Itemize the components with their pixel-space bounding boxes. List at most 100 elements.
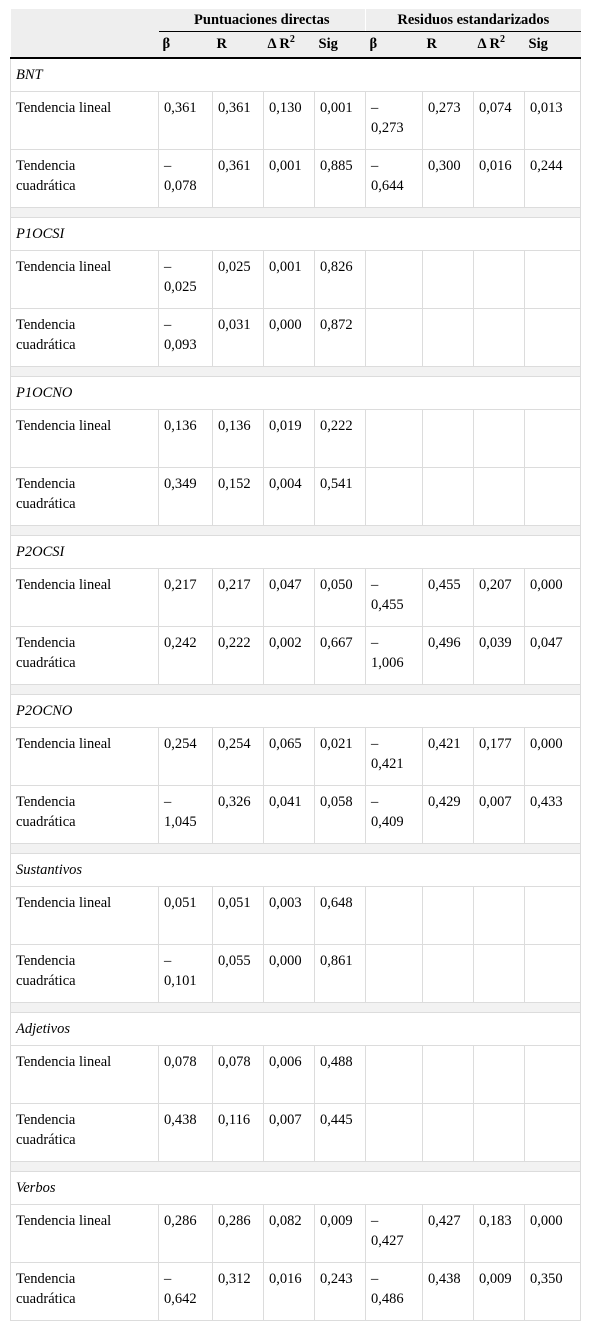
cell-residuos: 0,496 xyxy=(422,626,475,685)
cell-residuos: –0,427 xyxy=(365,1204,424,1263)
cell-residuos xyxy=(524,1045,582,1104)
cell-residuos: 0,013 xyxy=(524,91,582,150)
cell-residuos xyxy=(524,944,582,1003)
row-label: Tendencia lineal xyxy=(10,727,159,786)
cell-puntuaciones: 0,021 xyxy=(313,727,367,786)
row-label: Tendencia cuadrática xyxy=(10,149,159,208)
cell-puntuaciones: 0,041 xyxy=(263,785,315,844)
cell-puntuaciones: 0,152 xyxy=(212,467,264,526)
cell-puntuaciones: 0,254 xyxy=(212,727,264,786)
cell-puntuaciones: 0,885 xyxy=(313,149,367,208)
cell-puntuaciones: 0,217 xyxy=(158,568,213,627)
section-spacer xyxy=(9,207,582,218)
cell-puntuaciones: 0,222 xyxy=(212,626,264,685)
cell-residuos xyxy=(365,250,424,309)
cell-puntuaciones: 0,136 xyxy=(212,409,264,468)
cell-residuos xyxy=(473,1045,526,1104)
cell-puntuaciones: 0,031 xyxy=(212,308,264,367)
section-title: Sustantivos xyxy=(9,853,582,887)
row-label: Tendencia cuadrática xyxy=(10,944,159,1003)
cell-residuos xyxy=(422,308,475,367)
cell-puntuaciones: 0,116 xyxy=(212,1103,264,1162)
col-header-r-res: R xyxy=(422,31,474,59)
cell-puntuaciones: 0,000 xyxy=(263,944,315,1003)
row-label: Tendencia cuadrática xyxy=(10,785,159,844)
table-row: Tendencia lineal 0,078 0,078 0,006 0,488 xyxy=(10,1045,582,1104)
cell-residuos xyxy=(473,1103,526,1162)
cell-puntuaciones: 0,051 xyxy=(158,886,213,945)
cell-residuos xyxy=(473,409,526,468)
cell-puntuaciones: 0,001 xyxy=(263,250,315,309)
cell-puntuaciones: 0,007 xyxy=(263,1103,315,1162)
col-header-delta-r2-res: Δ R2 xyxy=(473,31,525,59)
cell-puntuaciones: 0,242 xyxy=(158,626,213,685)
cell-puntuaciones: 0,003 xyxy=(263,886,315,945)
row-label: Tendencia lineal xyxy=(10,250,159,309)
cell-residuos: 0,273 xyxy=(422,91,475,150)
cell-puntuaciones: –0,093 xyxy=(158,308,213,367)
section-spacer xyxy=(9,1161,582,1172)
cell-puntuaciones: 0,286 xyxy=(212,1204,264,1263)
cell-puntuaciones: 0,361 xyxy=(158,91,213,150)
cell-residuos: –0,421 xyxy=(365,727,424,786)
row-label: Tendencia lineal xyxy=(10,91,159,150)
section-header-row: P1OCSI xyxy=(9,217,582,251)
cell-residuos: –1,006 xyxy=(365,626,424,685)
cell-puntuaciones: 0,445 xyxy=(313,1103,367,1162)
section-title: P2OCSI xyxy=(9,535,582,569)
row-label: Tendencia lineal xyxy=(10,409,159,468)
cell-residuos: 0,177 xyxy=(473,727,526,786)
cell-residuos xyxy=(422,1045,475,1104)
cell-puntuaciones: 0,243 xyxy=(313,1262,367,1321)
cell-puntuaciones: 0,541 xyxy=(313,467,367,526)
row-label: Tendencia lineal xyxy=(10,886,159,945)
cell-puntuaciones: 0,078 xyxy=(212,1045,264,1104)
table-row: Tendencia lineal –0,025 0,025 0,001 0,826 xyxy=(10,250,582,309)
cell-residuos: 0,455 xyxy=(422,568,475,627)
cell-residuos xyxy=(473,886,526,945)
cell-residuos: 0,009 xyxy=(473,1262,526,1321)
cell-residuos: –0,455 xyxy=(365,568,424,627)
cell-puntuaciones: 0,361 xyxy=(212,149,264,208)
cell-residuos xyxy=(524,886,582,945)
section-header-row: P2OCNO xyxy=(9,694,582,728)
cell-residuos: 0,433 xyxy=(524,785,582,844)
col-header-sig: Sig xyxy=(314,31,366,59)
cell-residuos: 0,000 xyxy=(524,568,582,627)
cell-residuos: –0,644 xyxy=(365,149,424,208)
cell-residuos xyxy=(422,409,475,468)
table-row: Tendencia cuadrática –0,093 0,031 0,000 0,872 xyxy=(10,308,582,367)
cell-residuos: 0,183 xyxy=(473,1204,526,1263)
cell-puntuaciones: –0,078 xyxy=(158,149,213,208)
table-row: Tendencia lineal 0,361 0,361 0,130 0,001–0,2… xyxy=(10,91,582,150)
col-header-beta-res: β xyxy=(365,31,423,59)
cell-residuos xyxy=(422,250,475,309)
cell-residuos: 0,244 xyxy=(524,149,582,208)
cell-puntuaciones: 0,488 xyxy=(313,1045,367,1104)
cell-puntuaciones: 0,326 xyxy=(212,785,264,844)
cell-puntuaciones: 0,001 xyxy=(263,149,315,208)
row-label: Tendencia cuadrática xyxy=(10,308,159,367)
row-label: Tendencia cuadrática xyxy=(10,1103,159,1162)
cell-residuos: 0,007 xyxy=(473,785,526,844)
section-header-row: Verbos xyxy=(9,1171,582,1205)
section-spacer xyxy=(9,843,582,854)
table-row: Tendencia cuadrática –0,101 0,055 0,000 0,861 xyxy=(10,944,582,1003)
cell-residuos xyxy=(473,250,526,309)
cell-puntuaciones: 0,065 xyxy=(263,727,315,786)
cell-residuos xyxy=(365,886,424,945)
section-header-row: Sustantivos xyxy=(9,853,582,887)
col-header-r: R xyxy=(212,31,264,59)
cell-residuos xyxy=(524,250,582,309)
section-title: P1OCNO xyxy=(9,376,582,410)
cell-residuos: –0,273 xyxy=(365,91,424,150)
regression-table: Puntuaciones directas Residuos estandari… xyxy=(9,9,582,1321)
cell-puntuaciones: 0,002 xyxy=(263,626,315,685)
section-spacer xyxy=(9,525,582,536)
cell-puntuaciones: 0,004 xyxy=(263,467,315,526)
cell-puntuaciones: 0,361 xyxy=(212,91,264,150)
cell-residuos: –0,409 xyxy=(365,785,424,844)
cell-puntuaciones: 0,826 xyxy=(313,250,367,309)
cell-puntuaciones: 0,047 xyxy=(263,568,315,627)
cell-puntuaciones: 0,082 xyxy=(263,1204,315,1263)
